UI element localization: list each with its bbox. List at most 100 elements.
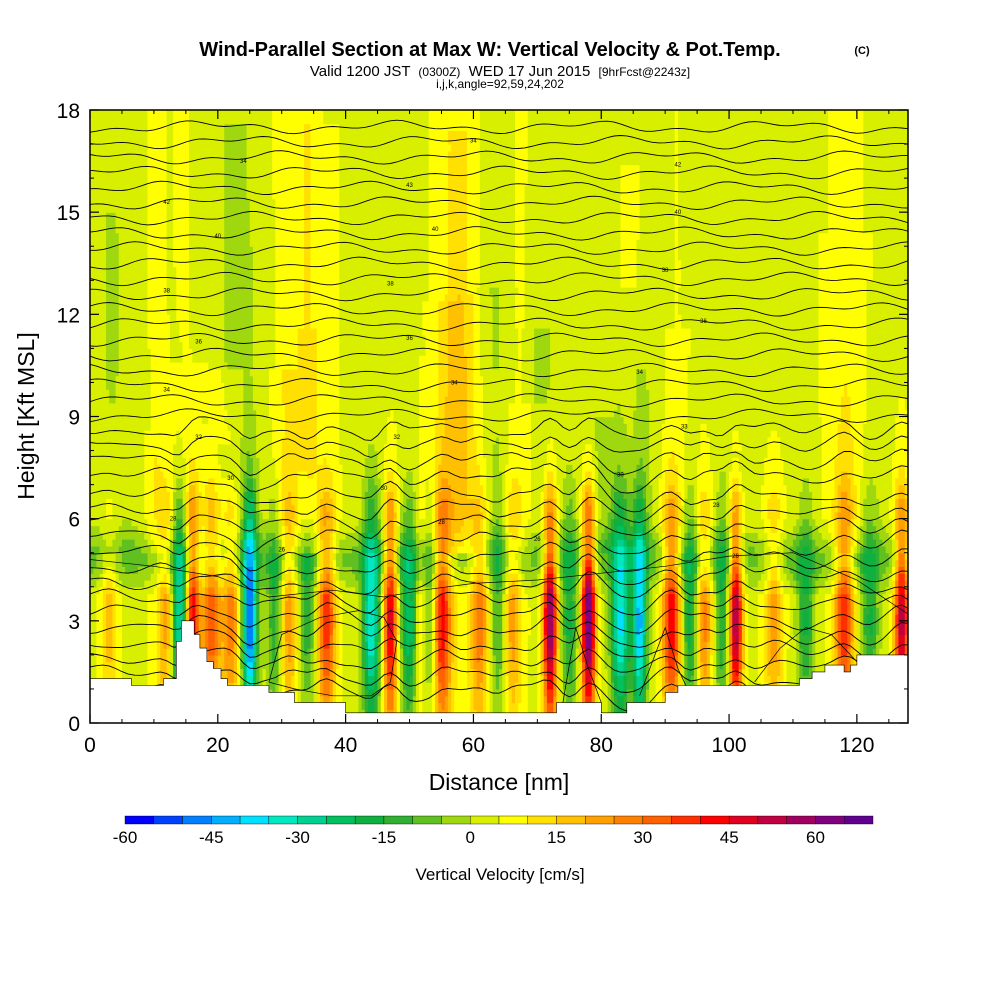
- field-cell: [553, 634, 558, 642]
- field-cell: [256, 620, 260, 629]
- field-cell: [719, 627, 727, 636]
- field-cell: [582, 586, 586, 595]
- field-cell: [591, 634, 596, 642]
- field-cell: [732, 552, 737, 561]
- field-cell: [700, 552, 711, 561]
- field-cell: [364, 559, 369, 567]
- field-cell: [297, 579, 302, 588]
- field-cell: [853, 607, 858, 615]
- field-cell: [783, 675, 788, 683]
- field-cell: [856, 579, 861, 588]
- field-cell: [367, 654, 375, 663]
- field-cell: [217, 654, 225, 663]
- field-cell: [796, 634, 800, 642]
- field-cell: [697, 641, 701, 649]
- field-cell: [540, 559, 545, 567]
- field-cell: [729, 654, 733, 663]
- field-cell: [166, 661, 171, 670]
- field-cell: [674, 600, 679, 608]
- field-cell: [438, 552, 443, 561]
- field-cell: [304, 675, 312, 683]
- field-cell: [575, 532, 580, 540]
- field-cell: [614, 539, 618, 547]
- field-cell: [786, 559, 797, 567]
- field-cell: [102, 552, 117, 561]
- field-cell: [617, 648, 625, 656]
- field-cell: [697, 661, 701, 670]
- field-cell: [96, 648, 104, 656]
- field-cell: [364, 634, 369, 642]
- field-cell: [904, 566, 908, 574]
- field-cell: [757, 648, 765, 656]
- field-cell: [121, 648, 149, 656]
- field-cell: [339, 634, 344, 642]
- field-cell: [173, 634, 177, 642]
- field-cell: [435, 668, 439, 676]
- field-cell: [614, 668, 618, 676]
- field-cell: [256, 532, 260, 540]
- field-cell: [518, 600, 522, 608]
- field-cell: [489, 545, 494, 554]
- field-cell: [198, 579, 203, 588]
- field-cell: [332, 552, 337, 561]
- field-cell: [102, 654, 107, 663]
- field-cell: [275, 573, 280, 581]
- field-cell: [444, 675, 449, 683]
- field-cell: [808, 586, 813, 595]
- field-cell: [655, 682, 663, 690]
- field-cell: [256, 661, 260, 670]
- field-cell: [665, 620, 669, 629]
- field-cell: [256, 648, 260, 656]
- field-cell: [735, 552, 740, 561]
- field-cell: [342, 668, 360, 676]
- field-cell: [508, 682, 516, 690]
- field-cell: [243, 614, 248, 622]
- field-cell: [562, 607, 567, 615]
- field-cell: [780, 586, 784, 595]
- field-cell: [435, 552, 439, 561]
- field-cell: [396, 661, 401, 670]
- field-cell: [546, 648, 554, 656]
- field-cell: [738, 614, 743, 622]
- field-cell: [176, 620, 184, 629]
- field-cell: [700, 600, 705, 608]
- field-cell: [876, 600, 884, 608]
- field-cell: [380, 566, 385, 574]
- field-cell: [591, 688, 596, 697]
- field-cell: [681, 539, 685, 547]
- field-cell: [259, 593, 270, 601]
- field-cell: [406, 675, 411, 683]
- field-cell: [693, 559, 698, 567]
- field-cell: [419, 688, 423, 697]
- field-cell: [336, 545, 340, 554]
- field-cell: [281, 552, 286, 561]
- field-cell: [492, 620, 503, 629]
- field-cell: [313, 634, 318, 642]
- field-cell: [483, 545, 487, 554]
- field-cell: [441, 682, 446, 690]
- field-cell: [495, 682, 500, 690]
- field-cell: [444, 695, 449, 704]
- field-cell: [834, 634, 839, 642]
- field-cell: [863, 614, 868, 622]
- field-cell: [192, 566, 197, 574]
- field-cell: [268, 586, 280, 595]
- field-cell: [502, 688, 506, 697]
- field-cell: [173, 552, 177, 561]
- field-cell: [783, 559, 788, 567]
- field-cell: [419, 634, 423, 642]
- field-cell: [358, 559, 363, 567]
- field-cell: [661, 600, 666, 608]
- field-cell: [661, 586, 666, 595]
- field-cell: [764, 675, 772, 683]
- field-cell: [252, 634, 257, 642]
- field-cell: [614, 702, 618, 710]
- field-cell: [585, 668, 593, 676]
- field-cell: [725, 539, 730, 547]
- field-cell: [166, 627, 171, 636]
- field-cell: [121, 607, 149, 615]
- field-cell: [297, 695, 302, 704]
- field-cell: [313, 695, 318, 704]
- field-cell: [585, 682, 593, 690]
- field-cell: [173, 586, 177, 595]
